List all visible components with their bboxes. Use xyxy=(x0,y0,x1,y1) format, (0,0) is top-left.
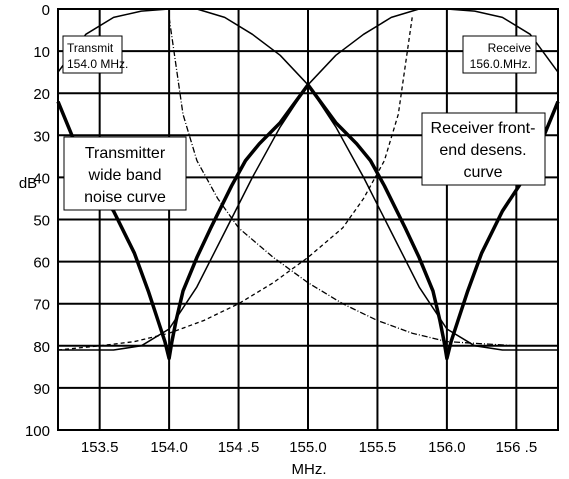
y-tick-label: 30 xyxy=(33,128,50,145)
annotation-receiver-desens: Receiver front- end desens. curve xyxy=(421,112,546,186)
x-axis-label: MHz. xyxy=(292,461,327,478)
x-tick-label: 154 .5 xyxy=(218,439,260,456)
grid-lines xyxy=(58,9,558,430)
annotation-receiver-desens-line-1: Receiver front- xyxy=(431,120,536,137)
annotation-transmitter-noise: Transmitter wide band noise curve xyxy=(63,136,187,211)
annotation-transmitter-noise-line-2: wide band xyxy=(88,167,162,184)
annotation-receive-line-1: Receive xyxy=(488,41,532,55)
y-tick-labels: 0 10 20 30 40 50 60 70 80 90 100 xyxy=(25,2,50,440)
annotation-transmit-line-2: 154.0 MHz. xyxy=(67,57,128,71)
y-tick-label: 80 xyxy=(33,339,50,356)
y-tick-label: 10 xyxy=(33,44,50,61)
plot-frame xyxy=(57,8,559,431)
x-tick-label: 156 .5 xyxy=(495,439,537,456)
x-tick-label: 153.5 xyxy=(81,439,119,456)
y-tick-label: 70 xyxy=(33,297,50,314)
series-layer xyxy=(56,8,560,361)
y-tick-label: 20 xyxy=(33,86,50,103)
annotation-receiver-desens-line-2: end desens. xyxy=(439,142,526,159)
x-tick-label: 155.0 xyxy=(289,439,327,456)
x-tick-label: 154.0 xyxy=(150,439,188,456)
annotation-transmitter-noise-line-1: Transmitter xyxy=(85,145,166,162)
y-tick-label: 50 xyxy=(33,213,50,230)
y-tick-label: 0 xyxy=(42,2,50,19)
y-tick-label: 60 xyxy=(33,255,50,272)
annotation-receive-line-2: 156.0.MHz. xyxy=(470,57,531,71)
annotation-transmitter-noise-line-3: noise curve xyxy=(84,189,166,206)
y-tick-label: 100 xyxy=(25,423,50,440)
series-line-4 xyxy=(168,17,558,347)
x-tick-labels: 153.5 154.0 154 .5 155.0 155.5 156.0 156 .5 xyxy=(81,439,537,456)
y-axis-label: dB xyxy=(19,175,37,192)
x-tick-label: 155.5 xyxy=(359,439,397,456)
annotation-transmit: Transmit 154.0 MHz. xyxy=(62,35,128,74)
annotation-transmit-line-1: Transmit xyxy=(67,41,114,55)
y-tick-label: 90 xyxy=(33,381,50,398)
annotation-receiver-desens-line-3: curve xyxy=(463,164,502,181)
y-tick-label: 40 xyxy=(33,170,50,187)
annotation-receive: Receive 156.0.MHz. xyxy=(462,35,537,74)
x-tick-label: 156.0 xyxy=(428,439,466,456)
